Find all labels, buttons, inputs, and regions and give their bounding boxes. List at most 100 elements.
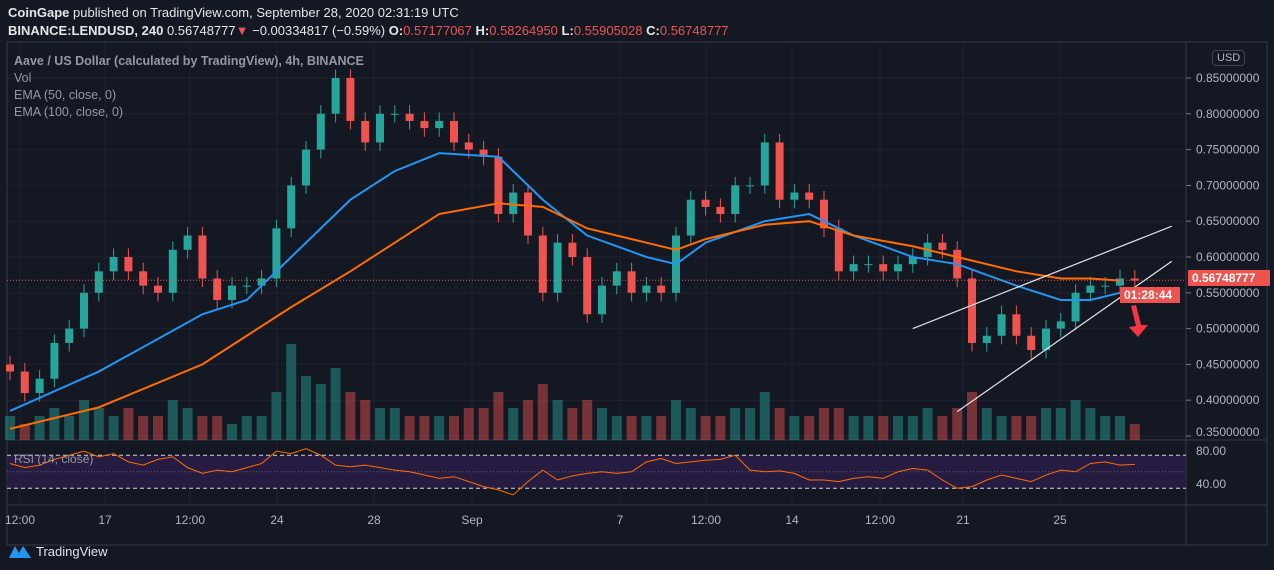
- volume-bar: [700, 416, 711, 440]
- volume-bar: [967, 392, 977, 440]
- rsi-tick-label: 80.00: [1196, 444, 1226, 458]
- l-label: L:: [561, 23, 574, 38]
- candle-body: [790, 192, 799, 200]
- candle-body: [775, 142, 784, 200]
- volume-bar: [256, 416, 267, 440]
- candle-body: [997, 314, 1006, 336]
- candle-body: [139, 271, 148, 286]
- candle-body: [65, 328, 74, 343]
- volume-bar: [611, 416, 622, 440]
- y-tick-label: 0.80000000: [1196, 107, 1260, 121]
- candle-body: [1130, 278, 1139, 281]
- legend-ema50[interactable]: EMA (50, close, 0): [14, 88, 117, 102]
- candle-body: [450, 120, 458, 143]
- volume-bar: [478, 408, 489, 440]
- x-tick-label: 12:00: [175, 513, 205, 527]
- candle-body: [242, 285, 251, 287]
- tradingview-logo-icon: [9, 546, 31, 558]
- candle-body: [583, 257, 592, 315]
- volume-bar: [79, 400, 89, 440]
- publisher[interactable]: CoinGape: [8, 5, 70, 20]
- candle-body: [731, 185, 740, 215]
- last-price: 0.56748777: [166, 23, 236, 38]
- open-value: 0.57177067: [403, 23, 472, 38]
- x-tick-label: 14: [785, 513, 799, 527]
- candle-body: [479, 149, 488, 157]
- x-tick-label: 28: [367, 513, 381, 527]
- volume-bar: [271, 392, 282, 440]
- candle-body: [568, 242, 577, 257]
- candle-body: [1056, 321, 1065, 329]
- volume-bar: [759, 392, 770, 440]
- candle-body: [168, 249, 177, 293]
- volume-bar: [641, 416, 652, 440]
- candle-body: [331, 78, 340, 114]
- candle-body: [1027, 335, 1036, 351]
- candle-body: [746, 185, 754, 187]
- volume-bar: [730, 408, 741, 440]
- volume-bar: [937, 416, 948, 440]
- candle-body: [405, 113, 414, 121]
- down-triangle-icon: ▼: [235, 23, 249, 38]
- ema100-line: [9, 202, 1121, 430]
- candle-body: [257, 278, 266, 286]
- published-text: published on TradingView.com, September …: [73, 5, 459, 20]
- volume-bar: [922, 408, 933, 440]
- candle-body: [894, 264, 902, 272]
- volume-bar: [552, 400, 563, 440]
- volume-bar: [330, 368, 341, 440]
- volume-bar: [1055, 408, 1066, 440]
- footer-brand[interactable]: TradingView: [8, 543, 108, 559]
- candle-body: [361, 120, 370, 143]
- time-axis-frame: [6, 504, 1268, 546]
- currency-button[interactable]: USD: [1212, 50, 1246, 66]
- volume-bar: [952, 408, 963, 440]
- volume-bar: [463, 408, 474, 440]
- volume-bar: [582, 400, 593, 440]
- volume-bar: [241, 416, 252, 440]
- volume-bar: [833, 408, 844, 440]
- candle-body: [50, 342, 59, 379]
- chart-legend: Aave / US Dollar (calculated by TradingV…: [14, 53, 364, 121]
- candle-body: [390, 113, 399, 115]
- candle-body: [716, 206, 725, 215]
- candle-body: [553, 242, 562, 293]
- legend-ema100[interactable]: EMA (100, close, 0): [14, 105, 124, 119]
- candle-body: [598, 285, 606, 315]
- candle-body: [938, 242, 947, 250]
- volume-bar: [1070, 400, 1081, 440]
- candle-body: [435, 120, 444, 129]
- volume-bar: [671, 400, 681, 440]
- candle-body: [968, 278, 976, 343]
- candle-body: [346, 78, 355, 121]
- volume-bar: [345, 392, 356, 440]
- candle-body: [420, 120, 429, 129]
- candle-body: [524, 192, 532, 236]
- volume-bar: [64, 416, 75, 440]
- x-tick-label: 12:00: [691, 513, 721, 527]
- candle-body: [1086, 285, 1095, 293]
- candle-body: [183, 235, 192, 250]
- y-tick-label: 0.65000000: [1196, 214, 1260, 228]
- candle-body: [879, 264, 888, 272]
- legend-rsi[interactable]: RSI (14, close): [14, 452, 94, 466]
- volume-bar: [819, 408, 829, 440]
- volume-bar: [138, 416, 149, 440]
- change: −0.00334817 (−0.59%): [252, 23, 386, 38]
- candle-body: [760, 142, 769, 186]
- c-label: C:: [646, 23, 660, 38]
- candle-body: [316, 113, 325, 150]
- volume-bar: [197, 416, 208, 440]
- volume-bar: [537, 384, 548, 440]
- y-tick-label: 0.50000000: [1196, 322, 1260, 336]
- y-tick-label: 0.85000000: [1196, 71, 1260, 85]
- candle-body: [1042, 328, 1050, 351]
- y-tick-label: 0.60000000: [1196, 250, 1260, 264]
- volume-bar: [893, 416, 903, 440]
- volume-bar: [19, 424, 30, 440]
- volume-bar: [1100, 416, 1111, 440]
- h-label: H:: [475, 23, 490, 38]
- legend-title: Aave / US Dollar (calculated by TradingV…: [14, 54, 364, 68]
- candle-body: [686, 199, 695, 236]
